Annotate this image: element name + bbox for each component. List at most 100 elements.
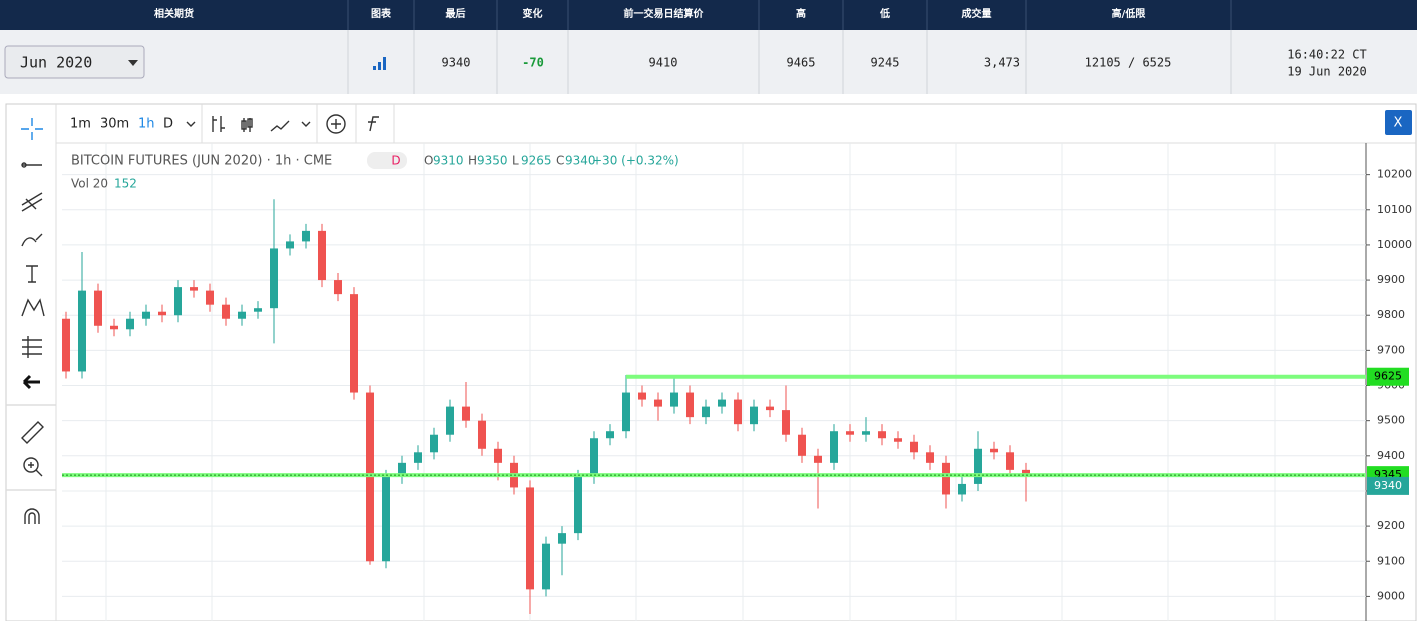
candle-body [606,431,614,439]
candle-body [334,280,342,295]
volume-value: 152 [114,177,137,191]
candle-body [862,431,870,435]
candle [382,469,390,569]
candle-body [670,392,678,407]
candle-body [302,230,310,242]
column-header: 高/低限 [1112,7,1147,20]
y-tick-label: 9200 [1377,519,1405,532]
candle-body [910,441,918,453]
candle [526,480,534,614]
candle-body [254,308,262,312]
y-tick-label: 9700 [1377,343,1405,356]
candle [350,287,358,400]
candle-body [94,290,102,326]
candle-body [350,294,358,393]
interval[interactable]: 1m [70,117,91,132]
candle [638,385,646,407]
plot [62,199,1030,614]
candle-body [574,476,582,534]
column-header: 成交量 [962,7,992,20]
candle [78,251,86,379]
y-tick-label: 9900 [1377,273,1405,286]
candle-body [494,448,502,463]
candle-body [590,438,598,477]
select-arrow [128,60,138,66]
candle [222,297,230,326]
y-tick-label: 9000 [1377,589,1405,602]
candle [942,455,950,509]
candle-body [238,311,246,319]
candle-body [686,392,694,418]
candle-body [1006,452,1014,470]
candle-body [414,452,422,463]
candle-body [622,392,630,432]
candle-body [78,290,86,372]
interval[interactable]: 1h [138,117,155,132]
candle-body [446,406,454,435]
legend-badge [367,152,407,169]
quote-last: 9340 [442,56,471,70]
drawing-tools[interactable] [6,114,379,524]
candle [926,445,934,470]
candle-body [846,431,854,435]
candle [878,424,886,446]
candle [606,424,614,446]
candle [894,431,902,449]
candle [1006,445,1014,477]
chart-icon[interactable] [373,57,386,70]
candle [238,304,246,326]
candle [478,413,486,456]
candle [990,441,998,460]
candle-body [702,406,710,418]
column-header: 变化 [523,7,543,20]
candle [446,399,454,442]
quote-high: 9465 [787,56,816,70]
contract-select[interactable] [4,45,145,79]
candle [142,304,150,326]
candle [254,301,262,319]
contract[interactable]: Jun 2020 [20,54,92,72]
interval[interactable]: D [163,117,173,132]
close-label[interactable]: X [1394,116,1403,131]
candle-body [110,325,118,330]
candle-body [782,410,790,435]
y-tick-label: 9100 [1377,554,1405,567]
candle-body [126,318,134,330]
candle-body [462,406,470,421]
candle [702,399,710,425]
y-tick-label: 9500 [1377,414,1405,427]
column-header: 高 [796,7,806,20]
candle [654,392,662,421]
candle [302,223,310,249]
last-price-box [1367,476,1409,495]
candle-body [894,438,902,442]
quote-change: -70 [522,56,544,70]
candle-body [478,420,486,449]
candle-body [558,533,566,544]
y-tick-label: 9800 [1377,308,1405,321]
candle [286,234,294,256]
candle [846,424,854,442]
candle [414,445,422,470]
quote-row [0,30,1417,94]
legend-title: BITCOIN FUTURES (JUN 2020) · 1h · CME [71,154,332,169]
candle [686,385,694,425]
candle-body [430,434,438,453]
candle [622,374,630,439]
header-bar [0,0,1417,30]
close-button[interactable] [1385,110,1412,135]
candle [830,424,838,470]
y-tick-label: 10000 [1377,238,1412,251]
quote-low: 9245 [871,56,900,70]
ohlc-label: O [424,154,433,168]
price-label: 9625 [1374,370,1402,383]
candle [126,311,134,337]
ohlc-label: C [556,154,564,168]
candle [334,273,342,302]
candle-body [270,248,278,309]
candle [974,431,982,491]
candle-body [222,304,230,319]
ohlc-value: 9340 [565,154,596,168]
interval[interactable]: 30m [100,117,129,132]
candle-body [990,448,998,453]
